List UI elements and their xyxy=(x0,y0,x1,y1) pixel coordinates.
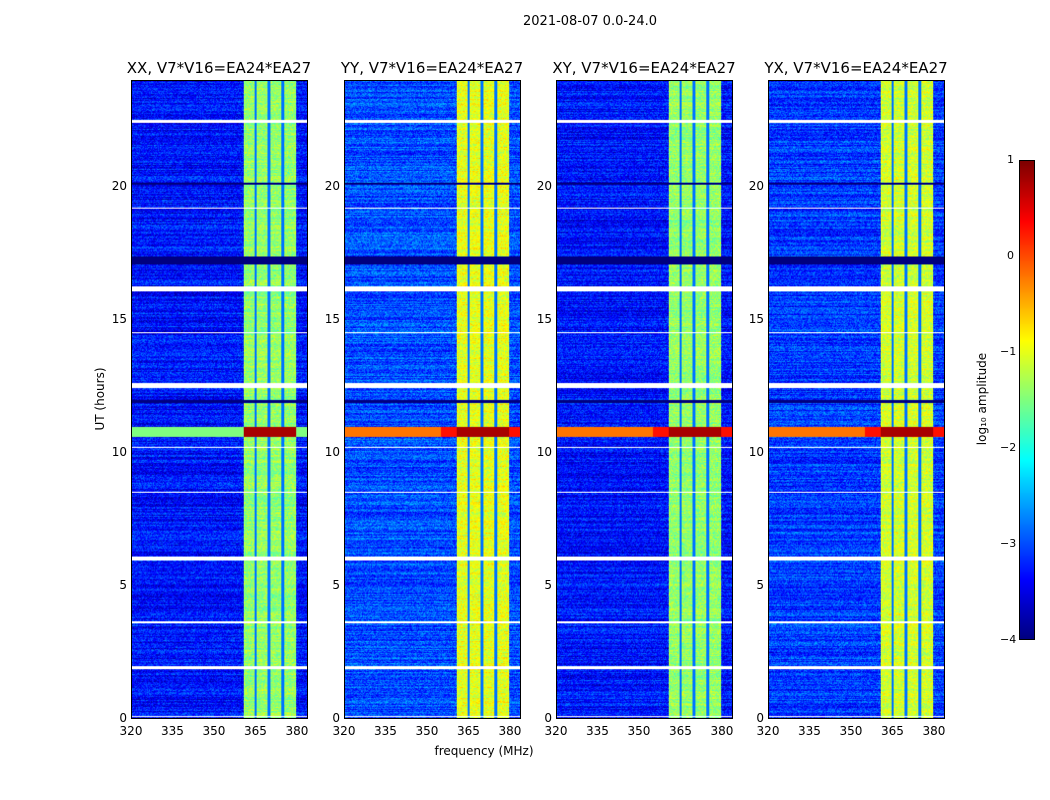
y-tick-label: 15 xyxy=(536,311,552,326)
y-tick-label: 10 xyxy=(324,444,340,459)
x-tick-label: 320 xyxy=(119,724,143,738)
colorbar-tick-label: −1 xyxy=(1000,345,1017,358)
y-tick-label: 15 xyxy=(748,311,764,326)
heatmap-cells xyxy=(769,81,944,718)
x-tick-label: 365 xyxy=(669,724,692,738)
colorbar-tick-label: 1 xyxy=(1007,153,1014,166)
x-tick-label: 380 xyxy=(498,724,522,738)
x-tick-label: 335 xyxy=(798,724,821,738)
colorbar-tick-label: −4 xyxy=(1000,633,1017,646)
x-tick-label: 335 xyxy=(586,724,609,738)
y-tick-label: 0 xyxy=(544,711,552,725)
x-tick-label: 365 xyxy=(244,724,267,738)
x-tick-label: 350 xyxy=(202,724,226,738)
waterfall-panel xyxy=(344,80,521,719)
colorbar xyxy=(1019,160,1035,640)
x-tick-label: 365 xyxy=(457,724,480,738)
heatmap-cells xyxy=(345,81,520,718)
panel-title: YY, V7*V16=EA24*EA27 xyxy=(340,59,524,77)
colorbar-tick-label: 0 xyxy=(1007,249,1014,262)
x-tick-label: 350 xyxy=(415,724,439,738)
x-tick-label: 335 xyxy=(374,724,397,738)
y-tick-label: 10 xyxy=(111,444,127,459)
heatmap-cells xyxy=(557,81,732,718)
suptitle: 2021-08-07 0.0-24.0 xyxy=(523,14,657,29)
x-tick-label: 365 xyxy=(881,724,904,738)
waterfall-panel xyxy=(556,80,733,719)
y-axis-label: UT (hours) xyxy=(93,367,107,431)
panel-title: YX, V7*V16=EA24*EA27 xyxy=(764,59,948,77)
panel-title: XY, V7*V16=EA24*EA27 xyxy=(552,59,736,77)
y-tick-label: 0 xyxy=(332,711,340,725)
x-tick-label: 335 xyxy=(161,724,184,738)
y-tick-label: 5 xyxy=(544,577,552,592)
y-tick-label: 5 xyxy=(332,577,340,592)
y-tick-label: 15 xyxy=(324,311,340,326)
y-tick-label: 20 xyxy=(536,178,552,193)
x-tick-label: 380 xyxy=(710,724,734,738)
x-tick-label: 320 xyxy=(332,724,356,738)
y-tick-label: 0 xyxy=(756,711,764,725)
x-tick-label: 350 xyxy=(839,724,863,738)
colorbar-label: log₁₀ amplitude xyxy=(975,352,989,446)
x-tick-label: 380 xyxy=(285,724,309,738)
y-tick-label: 0 xyxy=(119,711,127,725)
y-tick-label: 20 xyxy=(324,178,340,193)
waterfall-panel xyxy=(768,80,945,719)
y-tick-label: 5 xyxy=(756,577,764,592)
x-axis-label: frequency (MHz) xyxy=(434,744,534,758)
x-tick-label: 320 xyxy=(544,724,568,738)
y-tick-label: 5 xyxy=(119,577,127,592)
y-tick-label: 10 xyxy=(536,444,552,459)
y-tick-label: 10 xyxy=(748,444,764,459)
x-tick-label: 320 xyxy=(756,724,780,738)
y-tick-label: 20 xyxy=(748,178,764,193)
panel-title: XX, V7*V16=EA24*EA27 xyxy=(126,59,312,77)
x-tick-label: 350 xyxy=(627,724,651,738)
heatmap-cells xyxy=(132,81,307,718)
colorbar-tick-label: −3 xyxy=(1000,537,1017,550)
y-tick-label: 15 xyxy=(111,311,127,326)
x-tick-label: 380 xyxy=(922,724,946,738)
waterfall-panel xyxy=(131,80,308,719)
colorbar-tick-label: −2 xyxy=(1000,441,1017,454)
y-tick-label: 20 xyxy=(111,178,127,193)
